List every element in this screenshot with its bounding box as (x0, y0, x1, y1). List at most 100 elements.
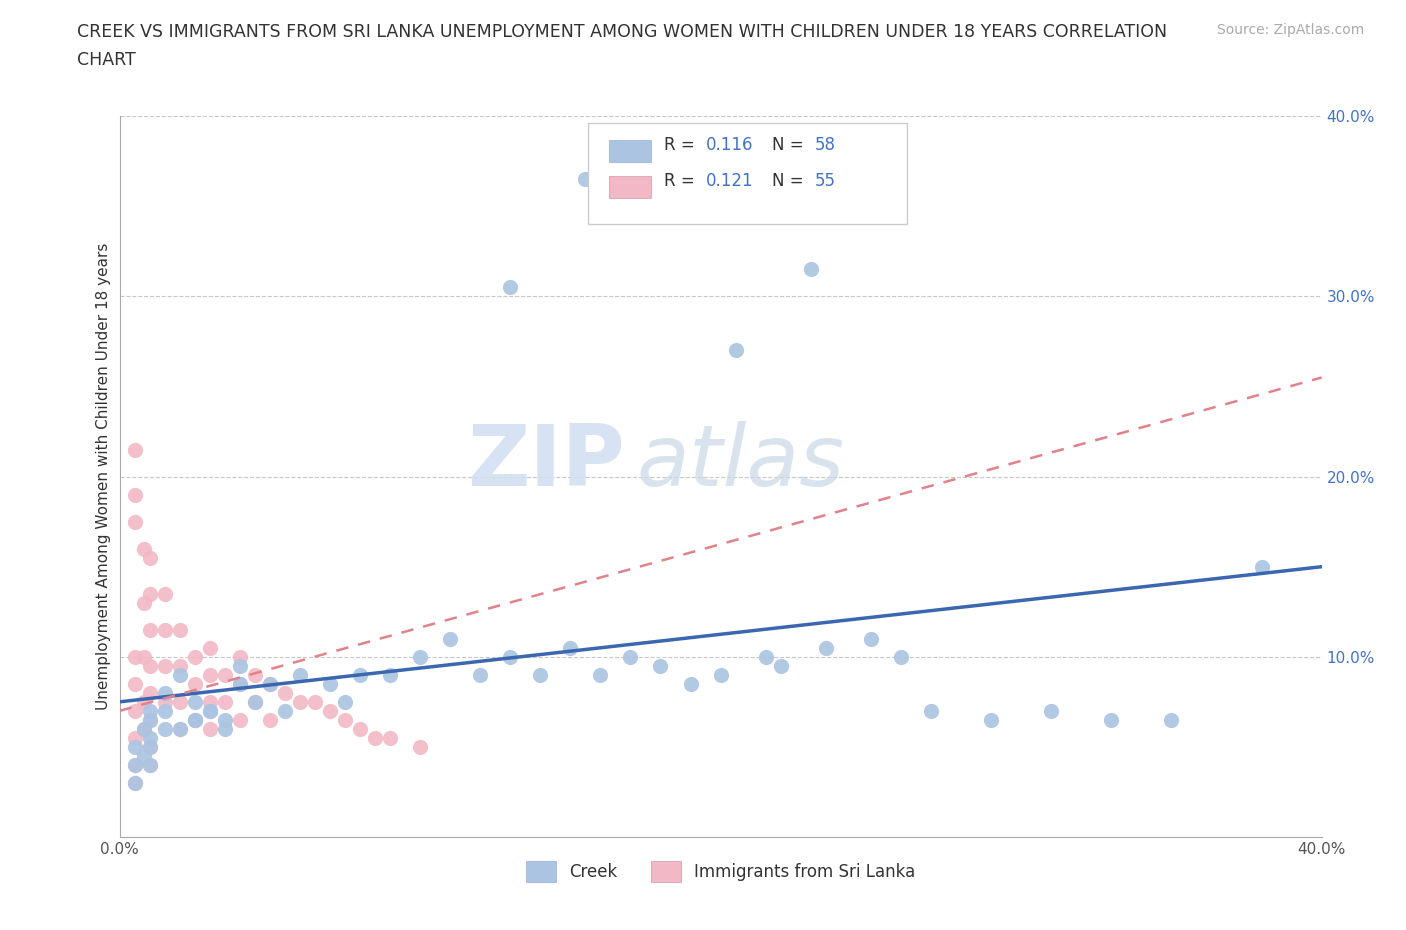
Point (138, 586, 160, 601)
Text: CHART: CHART (77, 51, 136, 69)
Point (1099, 712, 1122, 727)
Point (138, 712, 160, 727)
Point (183, 712, 205, 727)
Point (319, 676, 342, 691)
Point (183, 649, 205, 664)
Point (198, 703, 221, 718)
Point (153, 722, 176, 737)
Point (228, 649, 252, 664)
Point (619, 649, 641, 664)
Point (439, 631, 461, 646)
Point (183, 695, 205, 710)
Point (198, 703, 221, 718)
Point (499, 280, 522, 295)
Point (364, 730, 387, 745)
Point (132, 541, 155, 556)
Point (169, 658, 191, 673)
Point (169, 722, 191, 737)
Point (409, 649, 432, 664)
Text: ZIP: ZIP (467, 420, 624, 504)
Point (259, 712, 281, 727)
Point (183, 676, 205, 691)
Y-axis label: Unemployment Among Women with Children Under 18 years: Unemployment Among Women with Children U… (96, 243, 111, 711)
Point (574, 172, 596, 187)
Point (349, 722, 371, 737)
Point (1160, 712, 1182, 727)
Point (124, 649, 146, 664)
Point (124, 776, 146, 790)
Point (153, 685, 176, 700)
Point (124, 514, 146, 529)
Point (169, 668, 191, 683)
Point (132, 595, 155, 610)
Text: CREEK VS IMMIGRANTS FROM SRI LANKA UNEMPLOYMENT AMONG WOMEN WITH CHILDREN UNDER : CREEK VS IMMIGRANTS FROM SRI LANKA UNEMP… (77, 23, 1167, 41)
Text: N =: N = (772, 172, 808, 190)
Point (132, 749, 155, 764)
Point (214, 668, 236, 683)
Point (183, 712, 205, 727)
Text: N =: N = (772, 136, 808, 154)
Point (124, 757, 146, 772)
Point (378, 668, 401, 683)
Text: 0.116: 0.116 (706, 136, 754, 154)
Point (274, 685, 297, 700)
Point (800, 262, 823, 277)
Legend: Creek, Immigrants from Sri Lanka: Creek, Immigrants from Sri Lanka (517, 853, 924, 890)
Point (153, 703, 176, 718)
Point (288, 668, 311, 683)
Point (319, 703, 342, 718)
Point (259, 676, 281, 691)
Point (153, 586, 176, 601)
Point (183, 712, 205, 727)
Point (138, 730, 160, 745)
Point (138, 658, 160, 673)
Point (124, 703, 146, 718)
Point (138, 551, 160, 565)
Point (920, 703, 942, 718)
Point (1040, 703, 1063, 718)
Point (769, 658, 792, 673)
Point (228, 676, 252, 691)
Point (124, 739, 146, 754)
Point (378, 730, 401, 745)
Point (333, 712, 356, 727)
Point (228, 658, 252, 673)
Point (589, 668, 612, 683)
Text: 58: 58 (814, 136, 835, 154)
Point (138, 757, 160, 772)
Point (138, 739, 160, 754)
Point (349, 668, 371, 683)
Point (153, 622, 176, 637)
Point (980, 712, 1002, 727)
Text: 55: 55 (814, 172, 835, 190)
Point (288, 695, 311, 710)
Point (153, 695, 176, 710)
Point (124, 730, 146, 745)
Point (859, 631, 882, 646)
Point (243, 695, 266, 710)
Point (198, 722, 221, 737)
Point (228, 712, 252, 727)
Text: Source: ZipAtlas.com: Source: ZipAtlas.com (1216, 23, 1364, 37)
Point (650, 658, 672, 673)
Point (274, 703, 297, 718)
Point (228, 676, 252, 691)
Point (214, 695, 236, 710)
FancyBboxPatch shape (609, 176, 651, 198)
Point (214, 722, 236, 737)
FancyBboxPatch shape (609, 140, 651, 162)
Point (138, 712, 160, 727)
Point (124, 676, 146, 691)
Point (138, 757, 160, 772)
Point (124, 442, 146, 457)
Point (709, 668, 731, 683)
Text: 0.121: 0.121 (706, 172, 754, 190)
Point (679, 676, 702, 691)
Point (124, 757, 146, 772)
Point (755, 649, 778, 664)
Point (814, 641, 837, 656)
Point (198, 668, 221, 683)
Point (169, 622, 191, 637)
Point (499, 649, 522, 664)
Point (124, 487, 146, 502)
